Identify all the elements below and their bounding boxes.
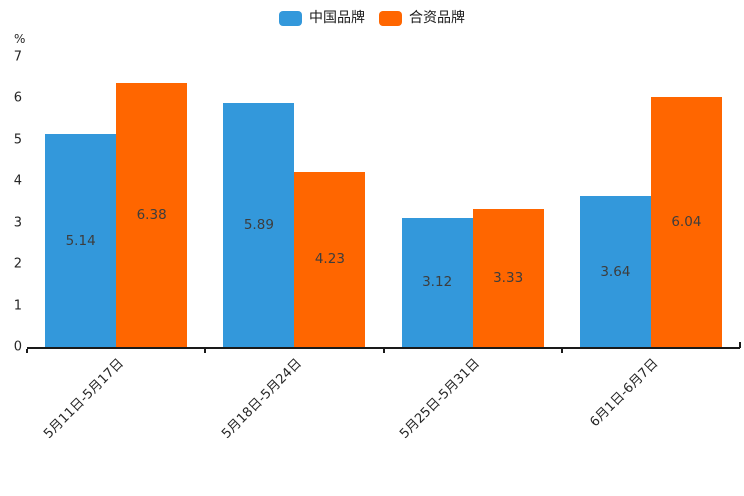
x-category-label: 5月11日-5月17日 — [40, 356, 127, 442]
bar-value-label: 6.38 — [136, 206, 167, 223]
legend-swatch-icon — [379, 10, 402, 26]
bar-value-label: 5.89 — [243, 216, 274, 233]
x-axis-tick — [204, 349, 207, 353]
bar-中国品牌-2 — [401, 217, 473, 347]
x-category-label: 5月18日-5月24日 — [219, 356, 305, 442]
bar-value-label: 6.04 — [671, 213, 702, 230]
bar-value-label: 4.23 — [314, 251, 345, 268]
legend-swatch-icon — [279, 10, 302, 26]
y-tick-label: 5 — [13, 132, 22, 148]
bar-中国品牌-3 — [579, 196, 651, 347]
legend-item-0: 中国品牌 — [279, 10, 365, 26]
bar-value-label: 3.12 — [422, 274, 453, 291]
x-axis-tick — [382, 349, 385, 353]
y-tick-label: 0 — [13, 339, 22, 355]
x-axis-tick — [26, 349, 28, 353]
bar-中国品牌-0 — [45, 134, 117, 347]
bar-value-label: 5.14 — [65, 232, 96, 249]
y-tick-label: 1 — [13, 298, 22, 314]
x-axis-tick — [560, 349, 563, 353]
bar-合资品牌-1 — [294, 171, 366, 347]
bar-value-label: 3.64 — [600, 263, 631, 280]
y-axis-unit-label: % — [14, 32, 26, 46]
legend-label: 合资品牌 — [409, 10, 465, 26]
y-tick-label: 6 — [13, 90, 22, 106]
legend-label: 中国品牌 — [309, 10, 365, 26]
x-axis-line — [27, 347, 740, 349]
legend: 中国品牌 合资品牌 — [0, 8, 744, 28]
y-tick-label: 7 — [13, 49, 22, 65]
x-axis-tick — [739, 342, 741, 348]
x-category-label: 5月25日-5月31日 — [397, 356, 484, 442]
bar-合资品牌-2 — [472, 209, 544, 347]
y-tick-label: 2 — [13, 256, 22, 272]
x-category-label: 6月1日-6月7日 — [587, 356, 662, 431]
legend-item-1: 合资品牌 — [379, 10, 465, 26]
y-tick-label: 4 — [13, 173, 22, 189]
bar-中国品牌-1 — [223, 102, 295, 347]
bar-合资品牌-3 — [650, 96, 722, 347]
bar-value-label: 3.33 — [493, 270, 524, 287]
y-tick-label: 3 — [13, 215, 22, 231]
bar-合资品牌-0 — [116, 82, 188, 347]
